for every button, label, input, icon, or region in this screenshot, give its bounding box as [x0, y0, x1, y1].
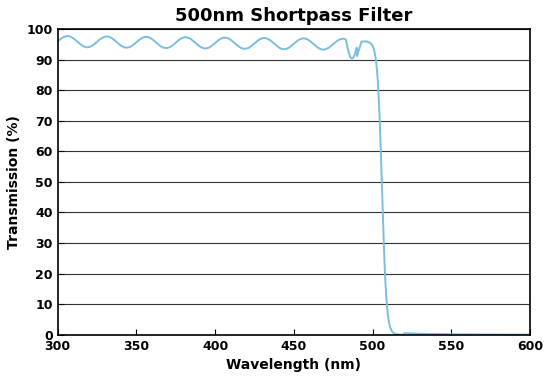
X-axis label: Wavelength (nm): Wavelength (nm) — [226, 358, 361, 372]
Y-axis label: Transmission (%): Transmission (%) — [7, 115, 21, 249]
Title: 500nm Shortpass Filter: 500nm Shortpass Filter — [175, 7, 412, 25]
